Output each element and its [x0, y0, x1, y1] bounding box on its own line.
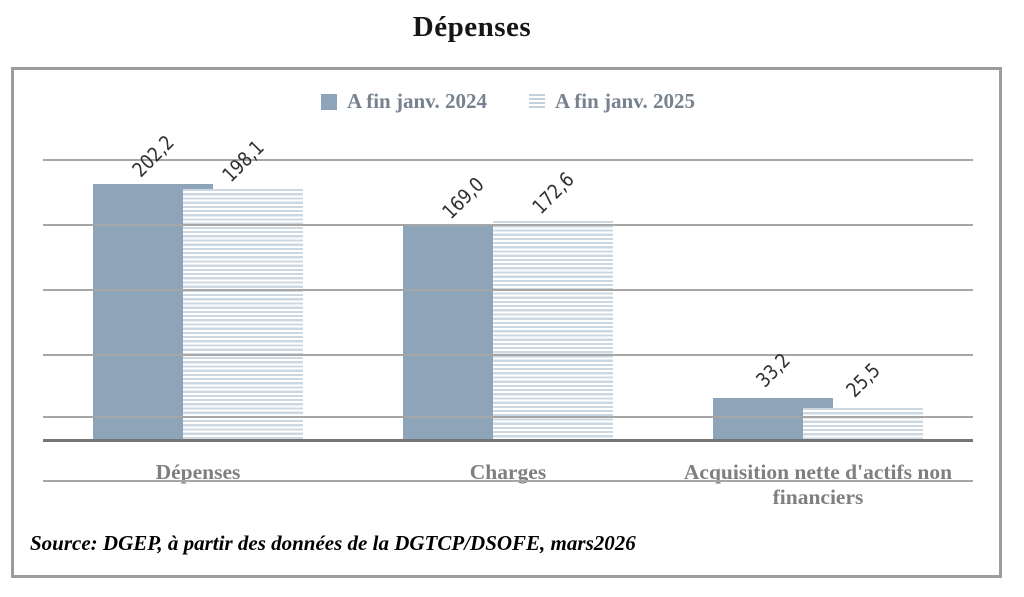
gridline [43, 159, 973, 161]
gridline [43, 416, 973, 418]
chart-title: Dépenses [412, 11, 532, 43]
gridline [43, 480, 973, 482]
legend-item: A fin janv. 2025 [529, 89, 695, 114]
legend-solid-swatch-icon [320, 93, 337, 110]
bar-series2-cat3 [803, 408, 923, 440]
legend-item: A fin janv. 2024 [320, 89, 487, 114]
gridline [43, 289, 973, 291]
legend-label: A fin janv. 2024 [346, 89, 487, 113]
bar-series2-cat2 [493, 221, 613, 440]
source-note: Source: DGEP, à partir des données de la… [30, 531, 636, 555]
legend-striped-swatch-icon [529, 93, 545, 110]
gridline [43, 354, 973, 356]
bar-series2-cat1 [183, 189, 303, 440]
category-label: Acquisition nette d'actifs non financier… [683, 460, 953, 509]
chart-legend: A fin janv. 2024 A fin janv. 2025 [43, 89, 973, 114]
legend-label: A fin janv. 2025 [555, 89, 696, 113]
gridline [43, 224, 973, 226]
x-axis-line [43, 439, 973, 442]
